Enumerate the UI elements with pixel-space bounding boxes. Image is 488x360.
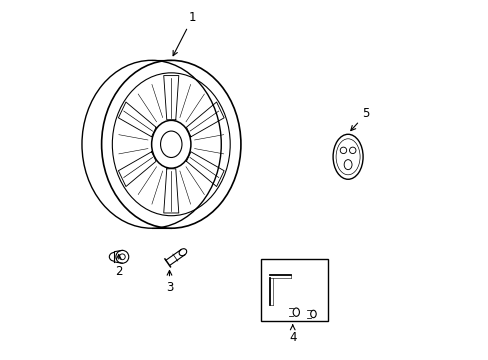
Text: 1: 1 (173, 11, 196, 56)
Text: 2: 2 (115, 255, 122, 278)
Text: 3: 3 (165, 270, 173, 294)
Bar (260, 258, 328, 321)
Text: 5: 5 (350, 107, 369, 131)
Text: 4: 4 (288, 325, 296, 345)
